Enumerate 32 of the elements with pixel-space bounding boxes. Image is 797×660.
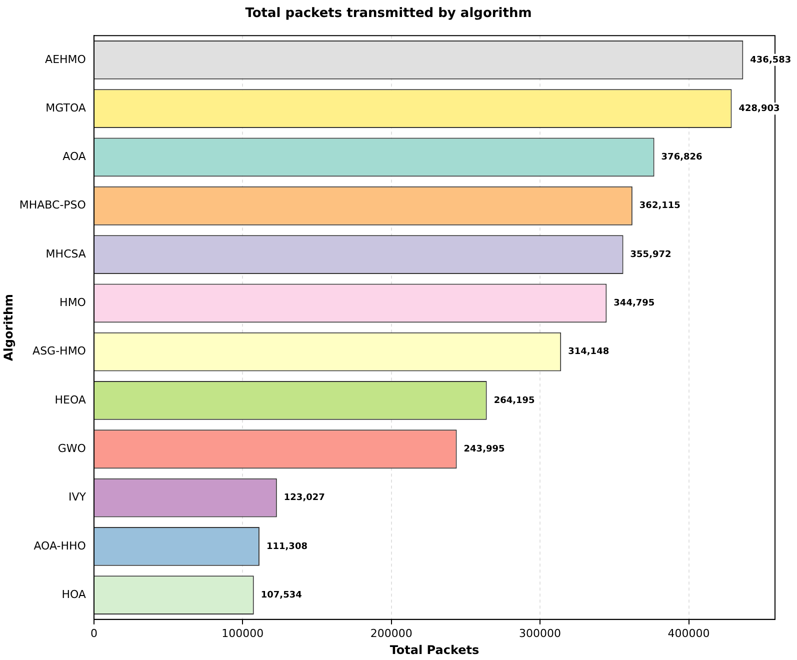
data-label: 376,826 — [661, 152, 702, 163]
y-tick-label: MHCSA — [46, 247, 86, 260]
y-tick-label: IVY — [68, 490, 86, 504]
y-tick-label: HOA — [62, 588, 86, 601]
data-label: 436,583 — [750, 55, 792, 66]
x-axis-title: Total Packets — [390, 642, 480, 657]
data-label: 243,995 — [464, 444, 505, 454]
y-tick-label: HEOA — [54, 393, 86, 406]
x-tick-label: 400000 — [668, 626, 710, 640]
y-tick-label: MGTOA — [46, 101, 86, 114]
x-tick-label: 0 — [90, 626, 98, 640]
y-tick-label: ASG-HMO — [32, 344, 86, 358]
y-tick-label: GWO — [58, 442, 86, 455]
x-tick-label: 300000 — [519, 626, 562, 640]
x-tick-label: 200000 — [370, 626, 412, 640]
data-label: 264,195 — [494, 396, 535, 406]
data-label: 355,972 — [630, 250, 672, 260]
x-tick-label: 100000 — [222, 626, 264, 640]
y-tick-label: AEHMO — [45, 52, 86, 66]
data-label: 362,115 — [639, 201, 680, 212]
y-tick-label: MHABC-PSO — [19, 198, 86, 212]
data-label: 111,308 — [266, 542, 308, 552]
y-tick-label: HMO — [60, 296, 86, 310]
y-tick-label: AOA-HHO — [34, 539, 86, 552]
y-tick-label: AOA — [62, 150, 86, 164]
y-axis-title: Algorithm — [1, 294, 16, 362]
chart-title: Total packets transmitted by algorithm — [245, 6, 532, 22]
data-label: 123,027 — [284, 493, 325, 504]
data-label: 107,534 — [260, 590, 302, 600]
data-label: 314,148 — [568, 347, 610, 358]
data-label: 344,795 — [614, 298, 655, 309]
data-label: 428,903 — [738, 104, 780, 114]
